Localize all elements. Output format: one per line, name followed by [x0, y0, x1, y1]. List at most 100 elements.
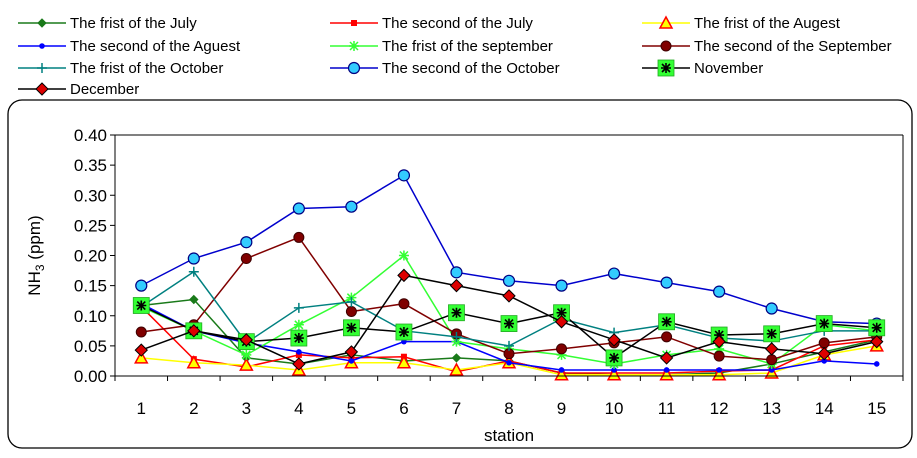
- legend-label: December: [70, 81, 139, 98]
- data-point: [345, 200, 358, 213]
- axes: 0.000.050.100.150.200.250.300.350.401 2 3 4…: [25, 126, 904, 445]
- legend-label: The frist of the July: [70, 15, 197, 32]
- marker-star: [661, 316, 672, 327]
- series-8: [135, 169, 883, 330]
- data-point: [607, 333, 621, 347]
- data-point: [661, 331, 673, 343]
- y-tick-label: 0.15: [74, 277, 107, 296]
- data-point: [500, 315, 518, 332]
- series-10: [134, 268, 884, 371]
- data-point: [351, 20, 357, 26]
- data-point: [188, 266, 199, 277]
- data-point: [818, 337, 830, 349]
- data-point: [349, 41, 359, 51]
- data-point: [558, 367, 565, 373]
- legend-item-4: The second of the Aguest: [18, 38, 241, 55]
- x-tick-label: 1: [137, 399, 146, 418]
- marker-star: [451, 307, 462, 318]
- legend-item-1: The frist of the July: [18, 15, 197, 32]
- x-tick-label: 12: [710, 399, 729, 418]
- data-point: [135, 279, 148, 292]
- data-point: [189, 294, 199, 305]
- data-point: [817, 347, 831, 361]
- y-tick-label: 0.20: [74, 247, 107, 266]
- data-point: [293, 302, 304, 313]
- legend-label: The second of the September: [694, 38, 892, 55]
- data-point: [348, 358, 355, 364]
- marker-star: [766, 328, 777, 339]
- data-point: [135, 326, 147, 338]
- data-point: [450, 266, 463, 279]
- data-point: [873, 361, 880, 367]
- x-tick-label: 11: [658, 399, 676, 418]
- data-point: [398, 298, 410, 310]
- legend-item-8: The second of the October: [330, 60, 560, 77]
- marker-star: [871, 322, 882, 333]
- data-point: [766, 354, 778, 366]
- legend-item-3: The frist of the Augest: [642, 15, 841, 32]
- data-point: [293, 319, 304, 330]
- data-point: [396, 355, 412, 369]
- data-point: [395, 323, 413, 341]
- data-point: [239, 357, 254, 371]
- data-point: [187, 252, 200, 265]
- data-point: [556, 349, 567, 360]
- data-point: [502, 274, 516, 287]
- legend-label: The second of the July: [382, 15, 533, 32]
- y-tick-label: 0.30: [74, 186, 107, 205]
- marker-star: [346, 322, 357, 333]
- data-point: [292, 357, 306, 371]
- data-point: [716, 367, 722, 373]
- data-point: [870, 334, 884, 349]
- marker-star: [398, 327, 409, 338]
- data-point: [449, 362, 464, 376]
- legend-item-7: The frist of the October: [18, 60, 223, 77]
- x-tick-label: 7: [452, 399, 461, 418]
- y-axis-title: NH3 (ppm): [25, 215, 47, 295]
- data-point: [240, 253, 252, 265]
- data-point: [868, 319, 886, 337]
- x-tick-label: 10: [605, 399, 624, 418]
- chart-frame: [7, 99, 913, 449]
- legend: The frist of the July The second of the J…: [18, 15, 892, 98]
- data-point: [292, 202, 305, 215]
- data-point: [239, 333, 254, 347]
- data-point: [37, 18, 47, 28]
- data-point: [504, 340, 514, 351]
- legend-label: November: [694, 60, 763, 77]
- data-point: [663, 367, 670, 373]
- series-9: [132, 297, 886, 367]
- data-point: [713, 350, 725, 362]
- data-point: [295, 351, 302, 358]
- data-point: [290, 329, 308, 347]
- marker-star: [661, 63, 671, 73]
- data-point: [345, 306, 357, 318]
- plot-area: [132, 169, 886, 381]
- marker-star: [504, 318, 514, 329]
- legend-label: The second of the October: [382, 60, 560, 77]
- data-point: [553, 304, 570, 322]
- y-tick-label: 0.40: [74, 126, 107, 145]
- legend-item-10: December: [18, 81, 139, 98]
- data-point: [555, 279, 568, 292]
- x-tick-label: 9: [557, 399, 566, 418]
- marker-star: [556, 307, 567, 318]
- data-point: [607, 267, 621, 280]
- x-tick-label: 5: [347, 399, 356, 418]
- data-point: [768, 367, 775, 373]
- legend-item-9: November: [642, 59, 763, 77]
- data-point: [134, 343, 148, 357]
- data-point: [187, 324, 201, 338]
- marker-star: [293, 333, 304, 344]
- data-point: [821, 358, 827, 364]
- data-point: [448, 304, 465, 322]
- legend-item-5: The frist of the september: [330, 38, 553, 55]
- data-point: [502, 289, 516, 303]
- data-point: [765, 302, 778, 315]
- data-point: [397, 169, 411, 182]
- data-point: [659, 351, 674, 365]
- data-point: [815, 315, 833, 332]
- data-point: [132, 297, 150, 314]
- x-tick-label: 13: [762, 399, 781, 418]
